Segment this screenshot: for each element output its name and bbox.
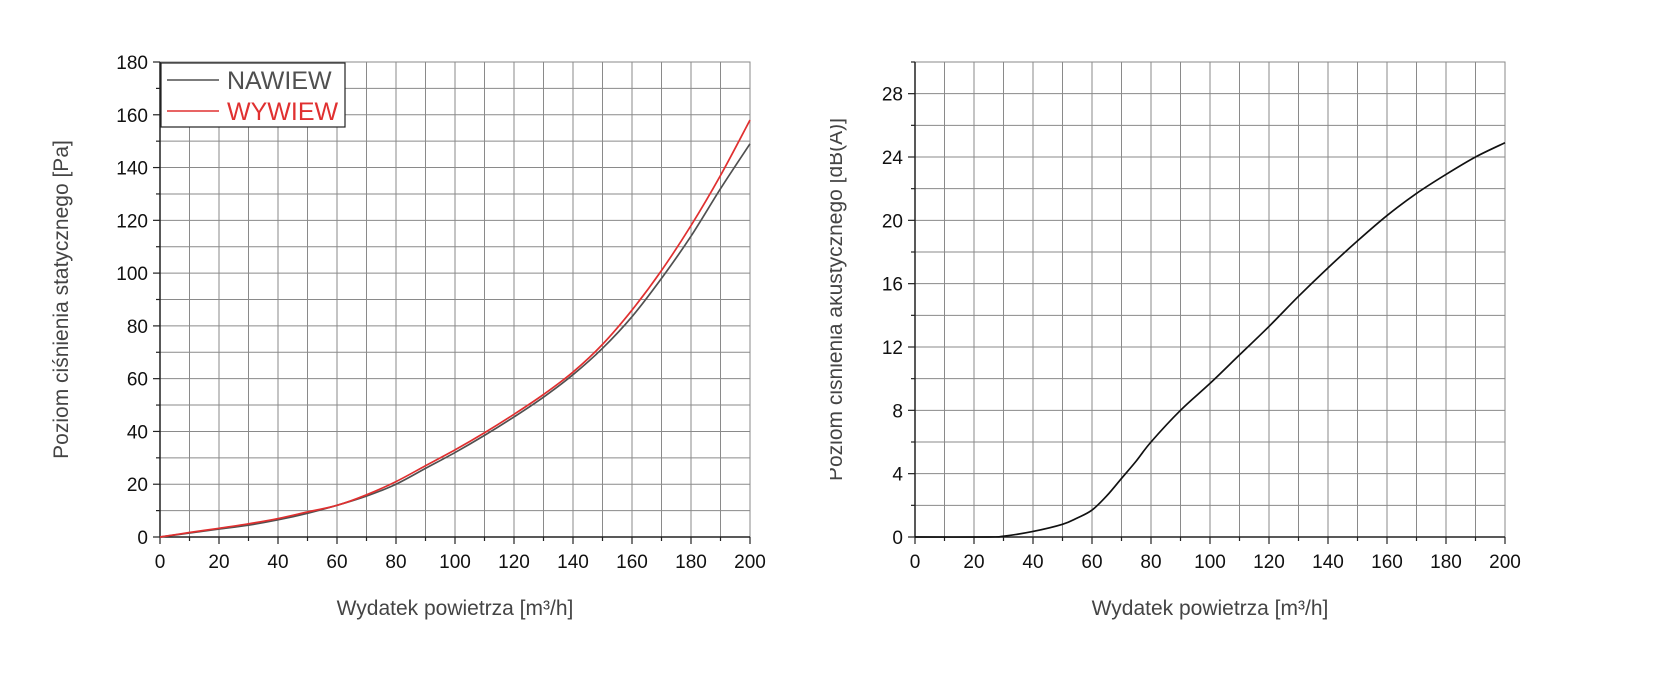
y-tick-label: 20 [127,475,148,496]
y-tick-label: 0 [137,528,148,549]
x-tick-label: 40 [267,552,288,573]
x-tick-label: 80 [385,552,406,573]
y-tick-label: 140 [116,159,148,180]
y-tick-label: 12 [882,338,903,359]
x-tick-label: 20 [208,552,229,573]
x-tick-label: 40 [1022,552,1043,573]
y-tick-label: 180 [116,53,148,74]
x-tick-label: 0 [155,552,166,573]
x-tick-label: 180 [1430,552,1462,573]
x-tick-label: 120 [1253,552,1285,573]
y-tick-label: 100 [116,264,148,285]
y-tick-label: 0 [892,528,903,549]
x-tick-label: 80 [1140,552,1161,573]
y-tick-label: 80 [127,317,148,338]
x-tick-label: 160 [616,552,648,573]
grid [915,62,1505,537]
grid [160,62,750,537]
legend-label: WYWIEW [227,98,338,126]
y-tick-label: 20 [882,211,903,232]
x-ticks: 0 20 40 60 80 100 120 140 160 180 200 [910,537,1521,573]
x-axis-title: Wydatek powietrza [m³/h] [1092,597,1329,620]
series-line [914,141,1506,538]
y-tick-label: 24 [882,148,904,169]
x-tick-label: 100 [1194,552,1226,573]
series-line-wywiew [159,119,751,538]
legend: NAWIEW WYWIEW [160,62,346,128]
y-tick-label: 160 [116,106,148,127]
x-tick-label: 60 [1081,552,1102,573]
x-ticks: 0 20 40 60 80 100 120 140 160 180 200 [155,537,766,573]
x-axis-title: Wydatek powietrza [m³/h] [337,597,574,620]
y-tick-label: 120 [116,211,148,232]
x-tick-label: 200 [734,552,766,573]
x-tick-label: 120 [498,552,530,573]
y-tick-label: 4 [892,465,903,486]
y-ticks: 0 4 8 12 16 20 24 28 [882,61,915,549]
y-axis-title: Poziom ciśnienia akustycznego [dB(A)] [830,118,847,481]
y-axis-title: Poziom ciśnienia statycznego [Pa] [50,140,73,459]
x-tick-label: 140 [1312,552,1344,573]
y-tick-label: 60 [127,370,148,391]
y-ticks: 0 20 40 60 80 100 120 140 160 180 [116,53,160,549]
y-tick-label: 8 [892,401,903,422]
static-pressure-chart: 0 20 40 60 80 100 120 140 160 180 200 0 20 40 60 80 100 1… [50,53,766,620]
series-line-nawiew [159,143,751,538]
x-tick-label: 200 [1489,552,1521,573]
x-tick-label: 60 [326,552,347,573]
x-tick-label: 140 [557,552,589,573]
y-tick-label: 28 [882,85,903,106]
x-tick-label: 100 [439,552,471,573]
x-tick-label: 160 [1371,552,1403,573]
y-tick-label: 16 [882,275,903,296]
x-tick-label: 0 [910,552,921,573]
y-tick-label: 40 [127,422,148,443]
legend-box [160,62,346,128]
x-tick-label: 180 [675,552,707,573]
legend-label: NAWIEW [227,67,332,95]
acoustic-pressure-chart: 0 20 40 60 80 100 120 140 160 180 200 0 4 8 12 16 20 24 28… [830,61,1521,620]
x-tick-label: 20 [963,552,984,573]
